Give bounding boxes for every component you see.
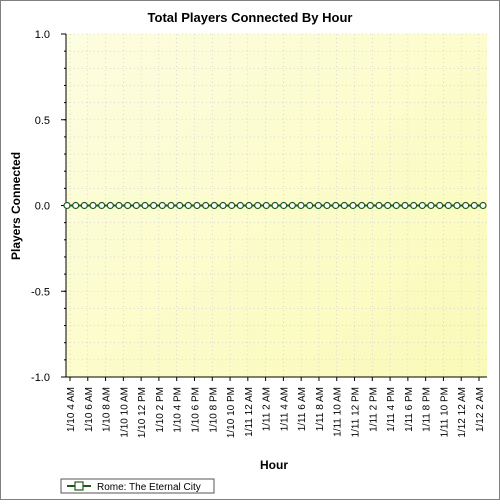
data-point <box>63 201 71 210</box>
data-point <box>410 201 418 210</box>
data-point <box>392 201 400 210</box>
data-point <box>384 201 392 210</box>
x-tick-label: 1/10 4 PM <box>173 387 184 433</box>
data-point <box>184 201 192 210</box>
data-point <box>262 201 270 210</box>
x-tick-label: 1/10 12 PM <box>137 387 148 438</box>
x-tick-label: 1/11 4 PM <box>386 387 397 432</box>
x-tick-label: 1/12 2 AM <box>475 387 486 432</box>
data-point <box>280 201 288 210</box>
y-tick-label: 0.5 <box>35 115 50 127</box>
chart-title: Total Players Connected By Hour <box>148 10 353 25</box>
data-point <box>115 201 123 210</box>
data-point <box>366 201 374 210</box>
x-tick-label: 1/11 12 PM <box>351 387 362 437</box>
data-point <box>210 201 218 210</box>
x-tick-label: 1/11 2 AM <box>262 387 273 431</box>
x-tick-label: 1/10 2 PM <box>155 387 166 433</box>
data-point <box>132 201 140 210</box>
data-point <box>72 201 80 210</box>
x-tick-label: 1/11 8 AM <box>315 387 326 431</box>
data-point <box>176 201 184 210</box>
data-point <box>462 201 470 210</box>
x-tick-label: 1/11 10 PM <box>439 387 450 437</box>
x-tick-label: 1/11 2 PM <box>368 387 379 432</box>
data-point <box>453 201 461 210</box>
data-point <box>236 201 244 210</box>
data-point <box>427 201 435 210</box>
data-point <box>332 201 340 210</box>
data-point <box>323 201 331 210</box>
x-tick-label: 1/11 6 AM <box>297 387 308 431</box>
data-point <box>314 201 322 210</box>
data-point <box>436 201 444 210</box>
y-tick-label: -0.5 <box>31 286 50 298</box>
data-point <box>150 201 158 210</box>
x-tick-label: 1/10 4 AM <box>66 387 77 432</box>
data-point <box>358 201 366 210</box>
legend: Rome: The Eternal City <box>60 478 215 494</box>
legend-swatch-marker <box>74 481 84 491</box>
data-point <box>479 201 487 210</box>
x-tick-label: 1/10 8 PM <box>208 387 219 433</box>
data-point <box>297 201 305 210</box>
data-point <box>418 201 426 210</box>
data-point <box>228 201 236 210</box>
data-point <box>106 201 114 210</box>
data-point <box>89 201 97 210</box>
data-point <box>340 201 348 210</box>
x-axis: 1/10 4 AM 1/10 6 AM 1/10 8 AM 1/10 10 AM 1/1… <box>66 376 487 438</box>
data-point <box>167 201 175 210</box>
y-tick-label: 1.0 <box>35 29 50 41</box>
data-point <box>470 201 478 210</box>
series <box>63 201 487 210</box>
data-point <box>254 201 262 210</box>
data-point <box>98 201 106 210</box>
x-tick-label: 1/12 12 AM <box>457 387 468 438</box>
x-axis-label: Hour <box>260 458 288 472</box>
x-tick-label: 1/10 10 PM <box>226 387 237 438</box>
data-point <box>306 201 314 210</box>
data-point <box>193 201 201 210</box>
data-point <box>202 201 210 210</box>
data-point <box>80 201 88 210</box>
data-point <box>141 201 149 210</box>
data-point <box>444 201 452 210</box>
y-axis: 1.0 0.5 0.0 -0.5 -1.0 <box>31 29 67 384</box>
x-tick-label: 1/10 8 AM <box>102 387 113 432</box>
data-point <box>245 201 253 210</box>
data-point <box>271 201 279 210</box>
x-tick-label: 1/11 6 PM <box>404 387 415 432</box>
data-point <box>401 201 409 210</box>
x-tick-label: 1/11 8 PM <box>422 387 433 432</box>
x-tick-label: 1/11 12 AM <box>244 387 255 437</box>
x-tick-label: 1/11 4 AM <box>279 387 290 431</box>
legend-box <box>60 478 215 494</box>
data-point <box>375 201 383 210</box>
data-point <box>124 201 132 210</box>
x-tick-label: 1/10 6 PM <box>190 387 201 433</box>
legend-label: Rome: The Eternal City <box>97 482 201 493</box>
data-point <box>349 201 357 210</box>
y-tick-label: -1.0 <box>31 372 50 384</box>
data-point <box>158 201 166 210</box>
data-point <box>288 201 296 210</box>
x-tick-label: 1/10 6 AM <box>84 387 95 432</box>
data-point <box>219 201 227 210</box>
y-tick-label: 0.0 <box>35 201 50 213</box>
y-axis-label: Players Connected <box>9 152 23 260</box>
x-tick-label: 1/10 10 AM <box>119 387 130 438</box>
x-tick-label: 1/11 10 AM <box>333 387 344 437</box>
